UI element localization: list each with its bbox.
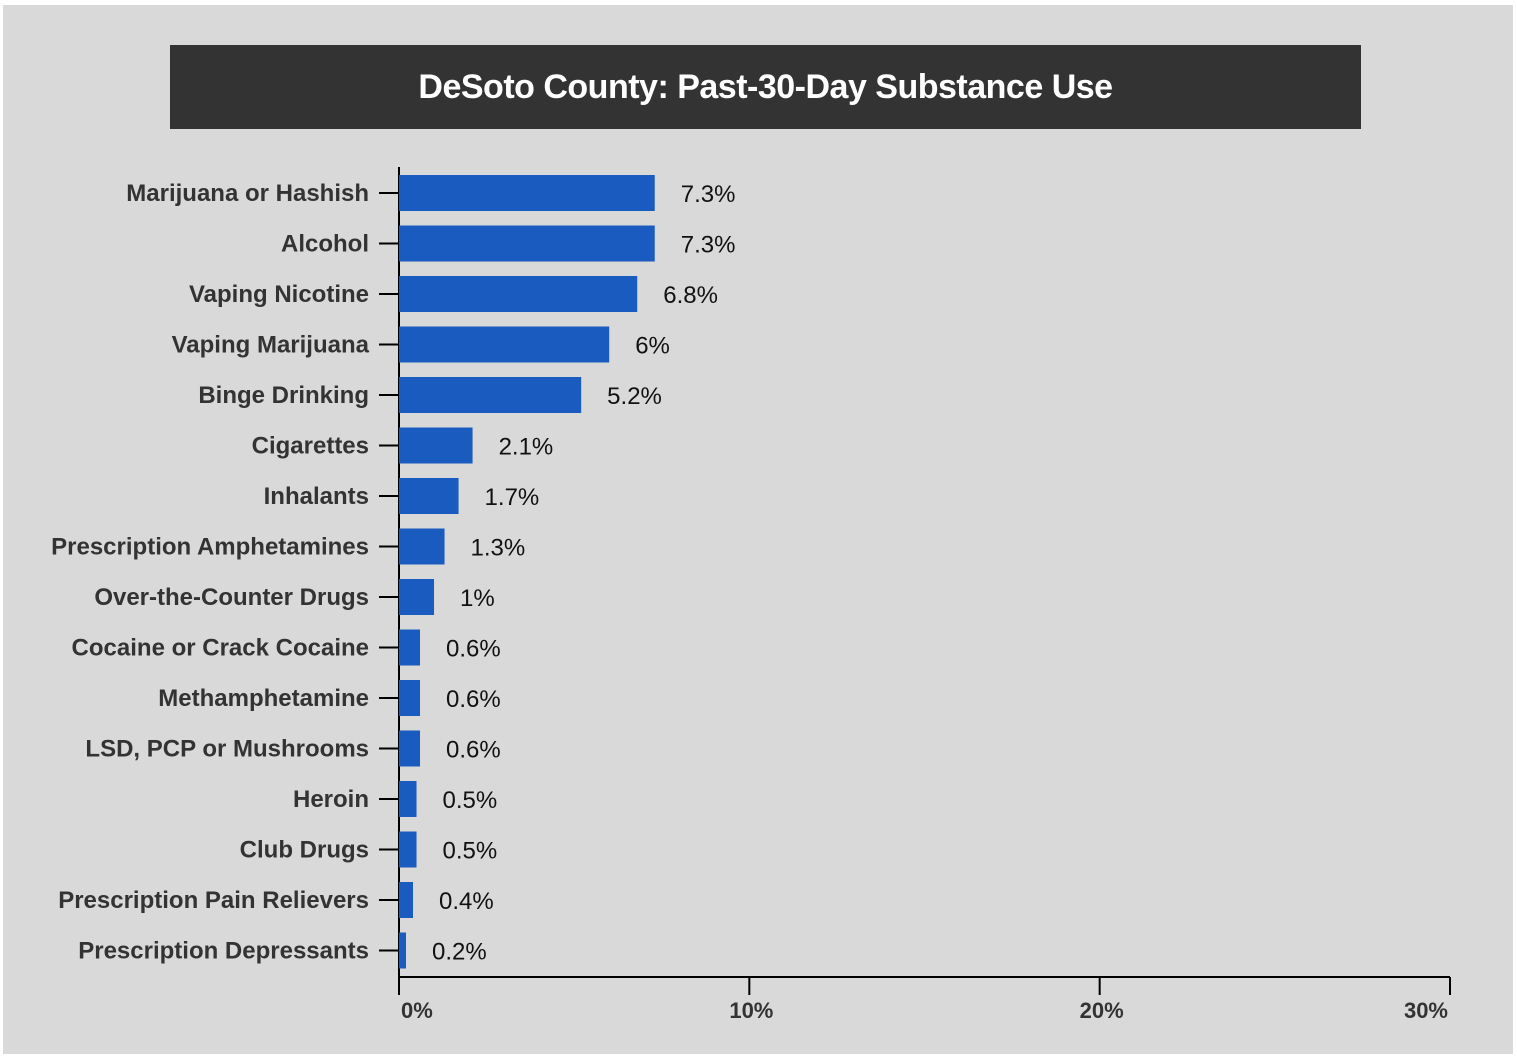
category-label: Vaping Nicotine — [189, 281, 369, 308]
bar — [399, 579, 435, 615]
chart-background — [3, 5, 1513, 1054]
bar — [399, 326, 610, 363]
category-label: Vaping Marijuana — [172, 332, 370, 359]
bar — [399, 478, 459, 514]
chart-title-bar: DeSoto County: Past-30-Day Substance Use — [170, 45, 1361, 129]
category-label: Prescription Depressants — [78, 938, 369, 965]
data-label: 0.5% — [443, 787, 498, 814]
data-label: 1.3% — [471, 535, 526, 562]
data-label: 6% — [635, 333, 670, 360]
bar — [399, 882, 414, 918]
bar — [399, 377, 582, 413]
data-label: 0.5% — [443, 838, 498, 865]
data-label: 0.4% — [439, 888, 494, 915]
data-label: 1.7% — [485, 484, 540, 511]
category-label: Marijuana or Hashish — [126, 180, 369, 207]
category-label: Cigarettes — [252, 433, 369, 460]
category-label: Methamphetamine — [158, 685, 369, 712]
bar — [399, 730, 421, 767]
bar — [399, 781, 417, 817]
bar — [399, 932, 407, 969]
category-label: Prescription Pain Relievers — [58, 887, 369, 914]
data-label: 0.6% — [446, 686, 501, 713]
bar — [399, 831, 417, 868]
category-label: Over-the-Counter Drugs — [94, 584, 369, 611]
x-tick-label: 20% — [1080, 998, 1124, 1023]
category-label: Prescription Amphetamines — [51, 534, 369, 561]
x-tick-label: 10% — [729, 998, 773, 1023]
data-label: 0.2% — [432, 939, 487, 966]
category-label: Binge Drinking — [198, 382, 369, 409]
category-label: Club Drugs — [240, 837, 369, 864]
data-label: 7.3% — [681, 181, 736, 208]
data-label: 5.2% — [607, 383, 662, 410]
bar — [399, 276, 638, 312]
x-tick-label: 0% — [401, 998, 433, 1023]
data-label: 2.1% — [499, 434, 554, 461]
data-label: 6.8% — [663, 282, 718, 309]
bar — [399, 629, 421, 666]
x-tick-label: 30% — [1404, 998, 1448, 1023]
chart-title: DeSoto County: Past-30-Day Substance Use — [418, 67, 1113, 106]
data-label: 0.6% — [446, 737, 501, 764]
data-label: 7.3% — [681, 232, 736, 259]
category-label: Cocaine or Crack Cocaine — [72, 635, 369, 662]
bar — [399, 175, 655, 211]
category-label: Heroin — [293, 786, 369, 813]
bar — [399, 680, 421, 716]
data-label: 1% — [460, 585, 495, 612]
category-label: Alcohol — [281, 231, 369, 258]
category-label: Inhalants — [264, 483, 369, 510]
data-label: 0.6% — [446, 636, 501, 663]
bar — [399, 225, 655, 262]
bar — [399, 528, 445, 565]
bar — [399, 427, 473, 464]
category-label: LSD, PCP or Mushrooms — [85, 736, 369, 763]
